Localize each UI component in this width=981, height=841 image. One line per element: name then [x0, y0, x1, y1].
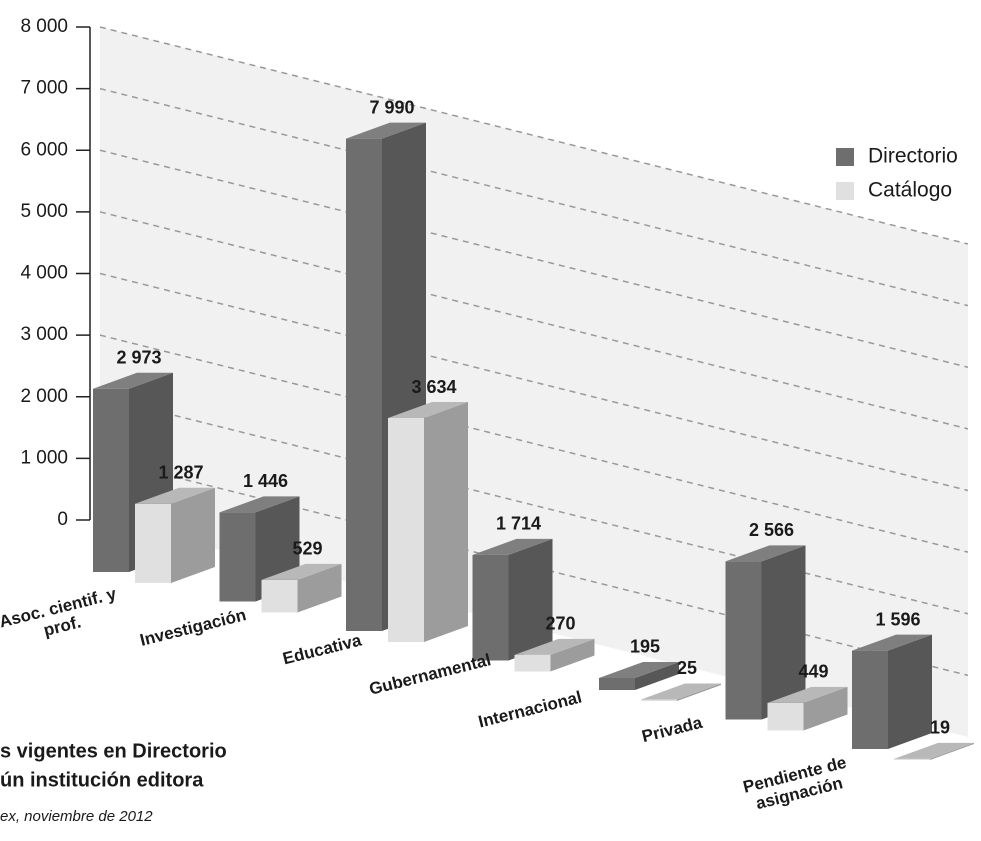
bar-front: [599, 677, 635, 690]
bar-front: [135, 503, 171, 583]
y-tick-label: 5 000: [20, 201, 68, 222]
y-tick-label: 1 000: [20, 447, 68, 468]
legend-swatch: [836, 182, 854, 200]
value-label: 7 990: [369, 97, 414, 117]
value-label: 2 566: [749, 520, 794, 540]
bar-front: [767, 702, 804, 731]
bar-top: [599, 661, 679, 678]
value-label: 1 714: [496, 514, 541, 534]
bar-top: [388, 402, 468, 419]
bar-front: [346, 138, 382, 631]
bar: [894, 742, 974, 760]
bar-top: [135, 487, 215, 504]
bar-side: [803, 686, 848, 731]
bar-front: [725, 561, 762, 720]
legend-swatch: [836, 148, 854, 166]
value-label: 3 634: [411, 377, 456, 397]
y-tick-label: 0: [57, 509, 68, 530]
y-tick-label: 7 000: [20, 78, 68, 99]
bar-top: [261, 563, 342, 580]
bar-top: [514, 638, 595, 655]
value-label: 195: [630, 637, 660, 657]
y-tick-label: 8 000: [20, 16, 68, 37]
bar-top: [93, 372, 173, 389]
bar-top: [472, 538, 553, 555]
bar-side: [297, 563, 342, 613]
value-label: 19: [930, 718, 950, 738]
bar: [261, 563, 342, 613]
value-label: 449: [798, 662, 828, 682]
bar: [135, 487, 215, 583]
bar-top: [641, 683, 721, 700]
value-label: 1 596: [875, 609, 920, 629]
bar-side: [930, 742, 974, 760]
bar: [599, 661, 679, 690]
bar: [725, 545, 806, 720]
bar-top: [725, 545, 806, 562]
value-label: 1 446: [243, 471, 288, 491]
bar: [852, 634, 932, 749]
value-label: 2 973: [116, 348, 161, 368]
y-tick-label: 4 000: [20, 263, 68, 284]
bar-front: [219, 512, 256, 602]
bar-side: [635, 661, 679, 690]
bar-front: [261, 579, 298, 613]
bar-side: [424, 402, 468, 642]
bar-top: [219, 496, 300, 513]
bar-front: [472, 554, 509, 661]
bar-side: [677, 683, 721, 701]
bar-front: [93, 388, 129, 572]
value-label: 25: [677, 658, 697, 678]
legend-label: Catálogo: [868, 179, 952, 202]
bar-side: [888, 634, 932, 749]
bar: [472, 538, 553, 661]
bar: [641, 683, 721, 701]
chart-title: ún institución editora: [0, 769, 204, 791]
bar: [514, 638, 595, 672]
bar-front: [641, 699, 677, 701]
bar-top: [852, 634, 932, 651]
bar-side: [171, 487, 215, 583]
bar: [767, 686, 848, 731]
bar-top: [346, 122, 426, 139]
y-tick-label: 6 000: [20, 139, 68, 160]
bar-side: [761, 545, 806, 720]
bar-front: [852, 650, 888, 749]
bar: [388, 402, 468, 642]
value-label: 529: [292, 539, 322, 559]
y-tick-label: 2 000: [20, 386, 68, 407]
bar-side: [508, 538, 553, 661]
bar-top: [767, 686, 848, 703]
bar-side: [550, 638, 595, 672]
legend-label: Directorio: [868, 145, 958, 168]
value-label: 1 287: [158, 462, 203, 482]
chart-title: s vigentes en Directorio: [0, 740, 227, 762]
bar-front: [514, 654, 551, 672]
chart-subtitle: ex, noviembre de 2012: [0, 808, 153, 825]
value-label: 270: [545, 614, 575, 634]
y-tick-label: 3 000: [20, 324, 68, 345]
bar-front: [388, 418, 424, 642]
bar-top: [894, 742, 974, 759]
bar-front: [894, 758, 930, 760]
